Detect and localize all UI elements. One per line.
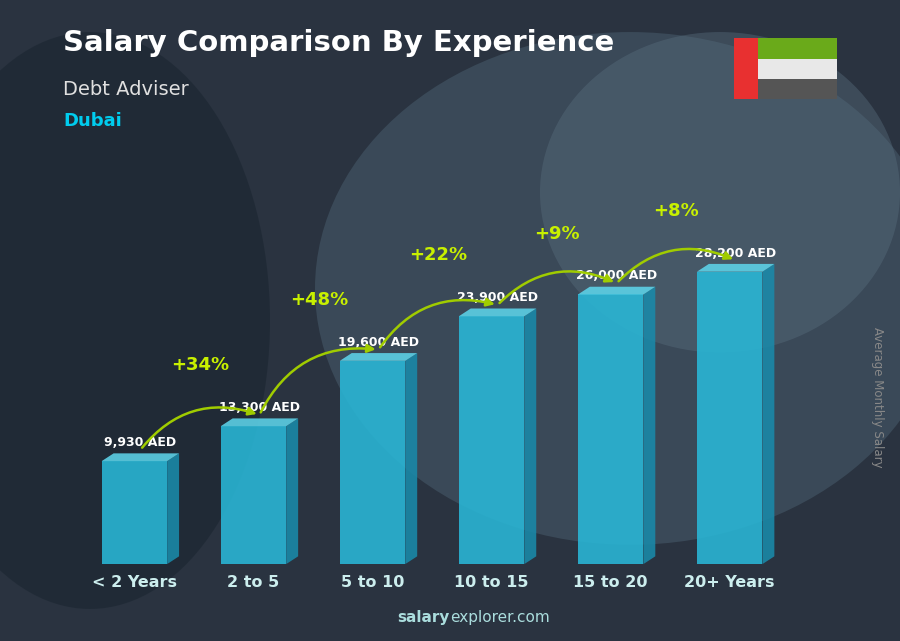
- Polygon shape: [340, 353, 418, 361]
- Bar: [758, 79, 837, 99]
- Text: 19,600 AED: 19,600 AED: [338, 336, 419, 349]
- Text: 13,300 AED: 13,300 AED: [219, 401, 300, 414]
- Text: 28,200 AED: 28,200 AED: [695, 247, 776, 260]
- Ellipse shape: [0, 32, 270, 609]
- Text: Salary Comparison By Experience: Salary Comparison By Experience: [63, 29, 614, 57]
- Polygon shape: [220, 419, 298, 426]
- Polygon shape: [286, 419, 298, 564]
- Ellipse shape: [315, 32, 900, 545]
- Text: +9%: +9%: [535, 224, 580, 243]
- Text: +22%: +22%: [409, 246, 467, 265]
- Polygon shape: [167, 453, 179, 564]
- Bar: [578, 294, 644, 564]
- Text: Debt Adviser: Debt Adviser: [63, 80, 189, 99]
- Polygon shape: [405, 353, 418, 564]
- Ellipse shape: [540, 32, 900, 353]
- Bar: [697, 272, 762, 564]
- Bar: [734, 38, 758, 99]
- Text: +34%: +34%: [171, 356, 229, 374]
- Bar: [459, 316, 525, 564]
- Text: 23,900 AED: 23,900 AED: [457, 291, 538, 304]
- Text: explorer.com: explorer.com: [450, 610, 550, 625]
- Polygon shape: [762, 264, 774, 564]
- Bar: [758, 59, 837, 79]
- Text: +48%: +48%: [290, 291, 348, 309]
- Polygon shape: [697, 264, 774, 272]
- Text: Average Monthly Salary: Average Monthly Salary: [871, 327, 884, 468]
- Polygon shape: [644, 287, 655, 564]
- Text: +8%: +8%: [653, 202, 699, 220]
- Text: 26,000 AED: 26,000 AED: [576, 269, 657, 283]
- Polygon shape: [459, 308, 536, 316]
- Bar: [220, 426, 286, 564]
- Text: salary: salary: [398, 610, 450, 625]
- Text: Dubai: Dubai: [63, 112, 122, 130]
- Polygon shape: [525, 308, 536, 564]
- Polygon shape: [102, 453, 179, 461]
- Polygon shape: [578, 287, 655, 294]
- Text: 9,930 AED: 9,930 AED: [104, 436, 176, 449]
- Bar: [340, 361, 405, 564]
- Bar: [758, 38, 837, 59]
- Bar: [102, 461, 167, 564]
